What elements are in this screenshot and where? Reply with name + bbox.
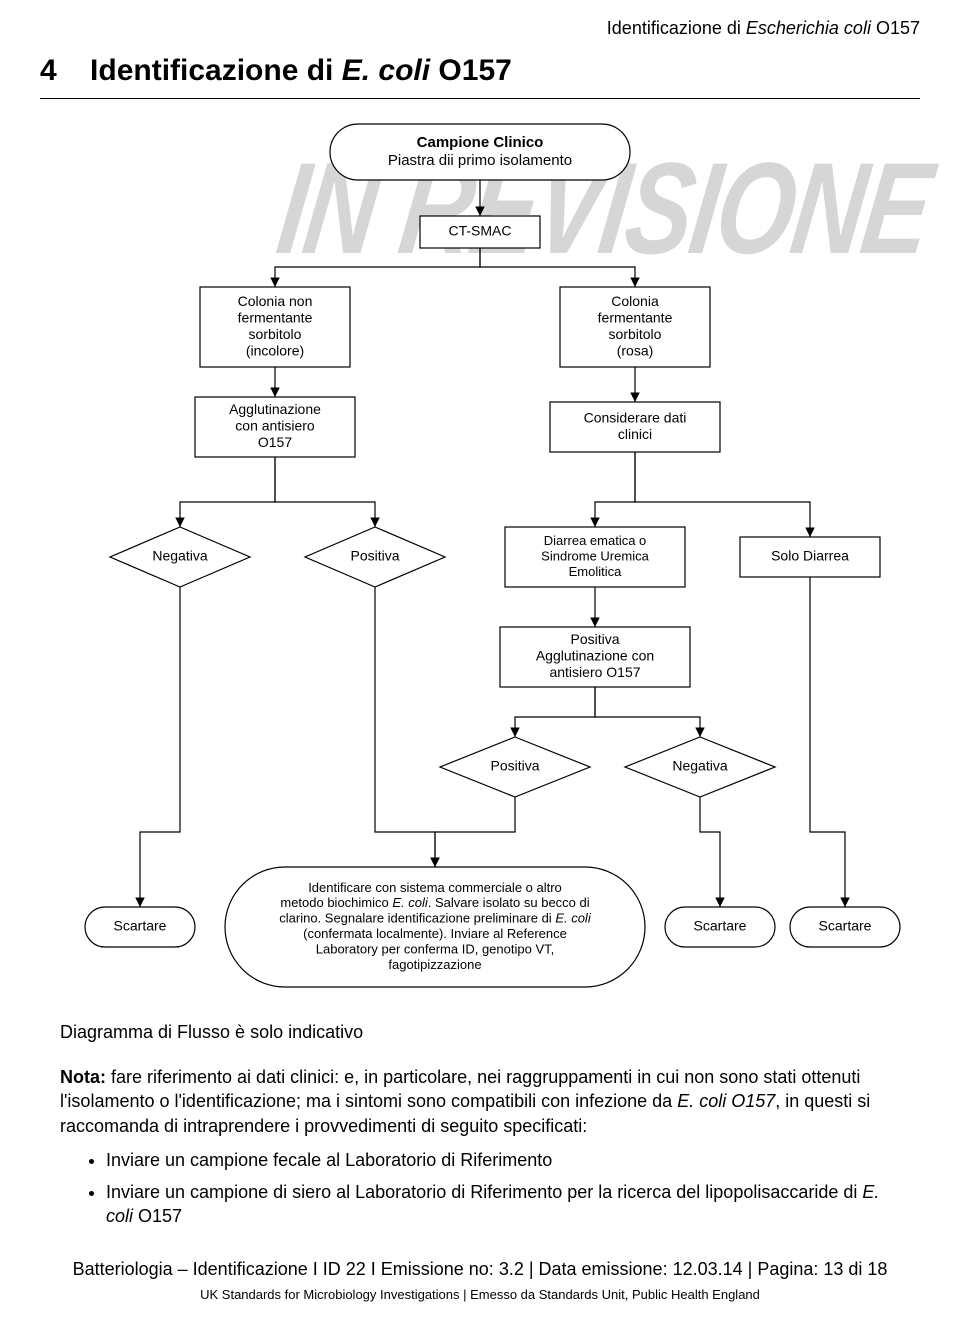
svg-text:Colonia non: Colonia non [238, 293, 313, 309]
svg-text:fagotipizzazione: fagotipizzazione [388, 957, 481, 972]
footer-line-2: UK Standards for Microbiology Investigat… [20, 1287, 940, 1302]
nota-label: Nota: [60, 1067, 106, 1087]
flow-node: Negativa [625, 737, 775, 797]
svg-text:Sindrome Uremica: Sindrome Uremica [541, 548, 649, 563]
svg-text:Negativa: Negativa [672, 758, 727, 774]
flow-node: Scartare [790, 907, 900, 947]
flow-node: Scartare [85, 907, 195, 947]
flow-node: Identificare con sistema commerciale o a… [225, 867, 645, 987]
bullet-list: Inviare un campione fecale al Laboratori… [60, 1148, 900, 1229]
flow-node: CT-SMAC [420, 216, 540, 248]
bullet-0-text: Inviare un campione fecale al Laboratori… [106, 1150, 552, 1170]
section-title-suffix: O157 [430, 54, 512, 87]
footer-line-1: Batteriologia – Identificazione I ID 22 … [20, 1259, 940, 1280]
svg-text:Positiva: Positiva [350, 548, 399, 564]
flow-node: Solo Diarrea [740, 537, 880, 577]
svg-text:Positiva: Positiva [490, 758, 539, 774]
svg-text:O157: O157 [258, 434, 292, 450]
flowchart-container: IN REVISIONE Campione ClinicoPiastra dii… [40, 112, 920, 1002]
flow-node: Campione ClinicoPiastra dii primo isolam… [330, 124, 630, 180]
svg-text:Positiva: Positiva [570, 631, 619, 647]
svg-text:antisiero O157: antisiero O157 [549, 664, 640, 680]
svg-text:(confermata localmente). Invia: (confermata localmente). Inviare al Refe… [303, 926, 567, 941]
svg-text:Emolitica: Emolitica [569, 564, 623, 579]
list-item: Inviare un campione fecale al Laboratori… [106, 1148, 900, 1172]
nota-paragraph: Nota: fare riferimento ai dati clinici: … [60, 1065, 900, 1237]
svg-text:Considerare dati: Considerare dati [584, 409, 687, 425]
section-title-prefix: Identificazione di [90, 54, 342, 87]
svg-text:Scartare: Scartare [694, 918, 747, 934]
section-heading: 4 Identificazione di E. coli O157 [40, 54, 512, 88]
flow-node: Diarrea ematica oSindrome UremicaEmoliti… [505, 527, 685, 587]
svg-text:(incolore): (incolore) [246, 342, 304, 358]
svg-text:Agglutinazione con: Agglutinazione con [536, 648, 654, 664]
flow-node: PositivaAgglutinazione conantisiero O157 [500, 627, 690, 687]
header-prefix: Identificazione di [607, 18, 746, 38]
svg-text:clinici: clinici [618, 426, 652, 442]
bullet-1-prefix: Inviare un campione di siero al Laborato… [106, 1182, 862, 1202]
flow-node: Negativa [110, 527, 250, 587]
svg-text:fermentante: fermentante [238, 309, 313, 325]
svg-text:metodo biochimico E. coli. Sal: metodo biochimico E. coli. Salvare isola… [280, 895, 589, 910]
flow-node: Positiva [440, 737, 590, 797]
svg-text:Piastra dii primo isolamento: Piastra dii primo isolamento [388, 152, 572, 169]
svg-text:(rosa): (rosa) [617, 342, 654, 358]
flow-node: Considerare daticlinici [550, 402, 720, 452]
flowchart-svg: Campione ClinicoPiastra dii primo isolam… [40, 112, 920, 1002]
svg-text:sorbitolo: sorbitolo [609, 326, 662, 342]
section-rule [40, 98, 920, 99]
svg-text:Agglutinazione: Agglutinazione [229, 401, 321, 417]
svg-text:Campione Clinico: Campione Clinico [417, 134, 544, 151]
flow-node: Scartare [665, 907, 775, 947]
svg-text:Identificare con sistema comme: Identificare con sistema commerciale o a… [308, 880, 562, 895]
flow-node: Coloniafermentantesorbitolo(rosa) [560, 287, 710, 367]
diagram-note: Diagramma di Flusso è solo indicativo [60, 1020, 900, 1044]
flow-node: Positiva [305, 527, 445, 587]
svg-text:Laboratory per conferma ID, ge: Laboratory per conferma ID, genotipo VT, [316, 941, 554, 956]
svg-text:clarino. Segnalare identificaz: clarino. Segnalare identificazione preli… [279, 911, 592, 926]
svg-text:con antisiero: con antisiero [235, 418, 315, 434]
header-italic: Escherichia coli [746, 18, 871, 38]
page: Identificazione di Escherichia coli O157… [0, 0, 960, 1322]
svg-text:fermentante: fermentante [598, 309, 673, 325]
nota-ital-1: E. coli O157 [677, 1091, 775, 1111]
svg-text:CT-SMAC: CT-SMAC [449, 223, 512, 239]
flow-node: Agglutinazionecon antisieroO157 [195, 397, 355, 457]
svg-text:sorbitolo: sorbitolo [249, 326, 302, 342]
list-item: Inviare un campione di siero al Laborato… [106, 1180, 900, 1229]
bullet-1-suffix: O157 [133, 1206, 182, 1226]
svg-text:Scartare: Scartare [819, 918, 872, 934]
flow-node: Colonia nonfermentantesorbitolo(incolore… [200, 287, 350, 367]
svg-text:Solo Diarrea: Solo Diarrea [771, 548, 849, 564]
svg-text:Scartare: Scartare [114, 918, 167, 934]
section-number: 4 [40, 54, 57, 87]
section-title-italic: E. coli [342, 54, 430, 87]
running-header: Identificazione di Escherichia coli O157 [607, 18, 920, 39]
svg-text:Diarrea ematica o: Diarrea ematica o [544, 533, 647, 548]
svg-text:Colonia: Colonia [611, 293, 659, 309]
svg-text:Negativa: Negativa [152, 548, 207, 564]
header-suffix: O157 [871, 18, 920, 38]
